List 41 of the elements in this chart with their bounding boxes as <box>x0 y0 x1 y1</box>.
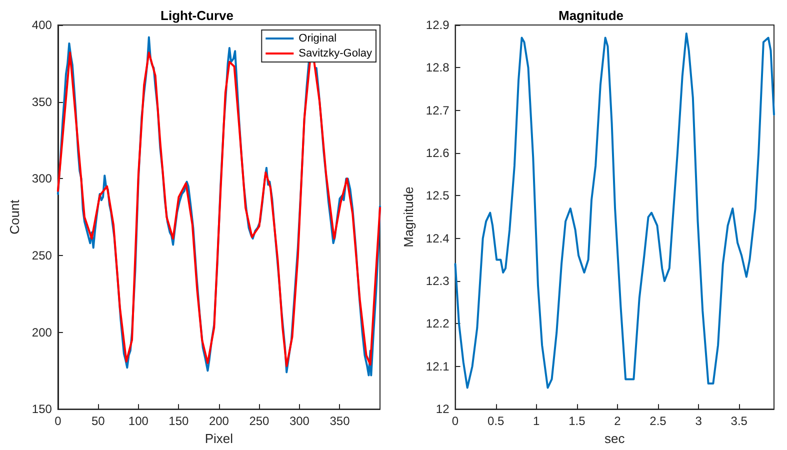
x-tick-label: 3.5 <box>730 414 748 428</box>
legend-label: Original <box>298 32 337 44</box>
y-tick-label: 12.2 <box>425 316 450 331</box>
y-tick-label: 12.5 <box>425 188 450 203</box>
x-tick-label: 2.5 <box>649 414 666 428</box>
y-axis-title: Count <box>7 199 22 234</box>
chart-title: Light-Curve <box>160 8 234 23</box>
x-tick-label: 0 <box>54 414 62 428</box>
legend-label: Savitzky-Golay <box>298 48 372 60</box>
y-axis-title: Magnitude <box>400 186 416 248</box>
x-tick-label: 50 <box>92 414 106 428</box>
y-tick-label: 200 <box>32 325 52 340</box>
y-tick-label: 12.7 <box>425 103 450 118</box>
x-tick-label: 1.5 <box>568 414 586 428</box>
line-series <box>454 32 774 389</box>
x-tick-label: 0 <box>451 414 458 428</box>
y-tick-label: 12.9 <box>425 18 450 32</box>
y-tick-label: 12.1 <box>425 359 450 374</box>
chart-title: Magnitude <box>558 8 623 23</box>
x-tick-label: 200 <box>208 414 230 428</box>
y-tick-label: 12.3 <box>425 274 450 288</box>
x-tick-label: 350 <box>330 414 350 428</box>
y-tick-label: 150 <box>32 402 52 416</box>
x-tick-label: 300 <box>289 414 310 428</box>
x-axis-title: Pixel <box>204 431 234 446</box>
x-tick-label: 1 <box>532 414 540 428</box>
y-tick-label: 12.4 <box>425 231 450 246</box>
x-axis-title: sec <box>604 431 625 446</box>
y-tick-label: 300 <box>32 172 52 186</box>
y-tick-label: 250 <box>32 248 52 262</box>
x-tick-label: 100 <box>128 414 149 428</box>
x-tick-label: 250 <box>249 414 270 428</box>
x-tick-label: 3 <box>694 414 702 428</box>
x-tick-label: 0.5 <box>486 414 504 428</box>
y-tick-label: 350 <box>32 94 52 109</box>
y-tick-label: 400 <box>32 18 52 32</box>
x-tick-label: 2 <box>614 414 621 428</box>
y-tick-label: 12.8 <box>425 60 450 75</box>
x-tick-label: 150 <box>168 414 190 428</box>
y-tick-label: 12 <box>435 402 450 416</box>
y-tick-label: 12.6 <box>425 146 450 160</box>
